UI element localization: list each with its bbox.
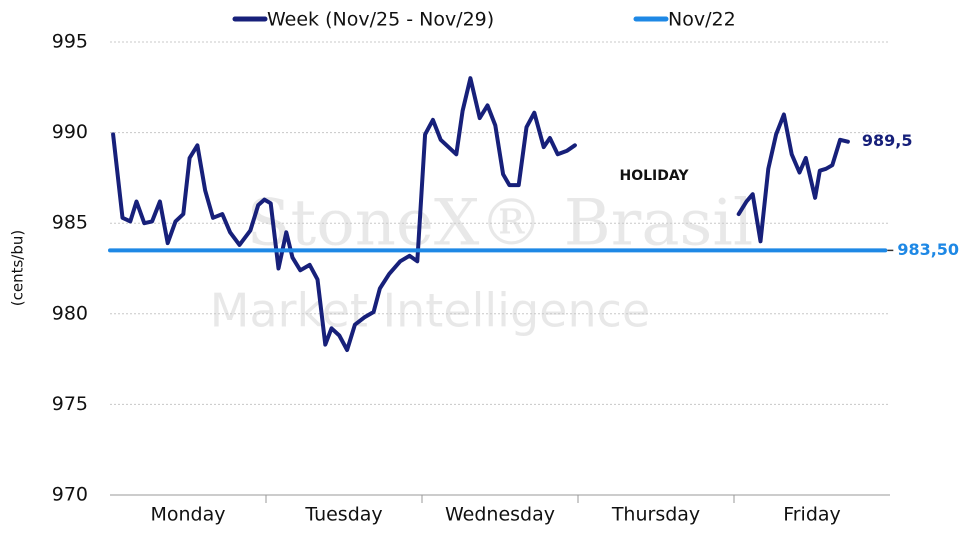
x-tick-label: Monday [150,504,225,526]
x-tick-label: Tuesday [304,504,382,526]
data-label: 983,50 [897,240,959,259]
x-tick-label: Thursday [611,504,700,526]
legend-label: Nov/22 [668,9,736,31]
series-line [111,76,850,352]
legend-label: Week (Nov/25 - Nov/29) [267,9,494,31]
y-tick-label: 990 [52,121,88,143]
y-tick-label: 995 [52,31,88,53]
data-label: 989,5 [862,131,913,150]
y-tick-label: 980 [52,302,88,324]
y-axis-label: (cents/bu) [9,230,27,306]
x-tick-label: Wednesday [445,504,555,526]
y-tick-label: 985 [52,212,88,234]
annotation: HOLIDAY [619,168,689,184]
y-tick-label: 975 [52,393,88,415]
x-tick-label: Friday [783,504,841,526]
y-tick-label: 970 [52,484,88,506]
watermark-text: Market Intelligence [210,284,650,338]
watermark: StoneX® Brasil Market Intelligence [210,187,754,338]
